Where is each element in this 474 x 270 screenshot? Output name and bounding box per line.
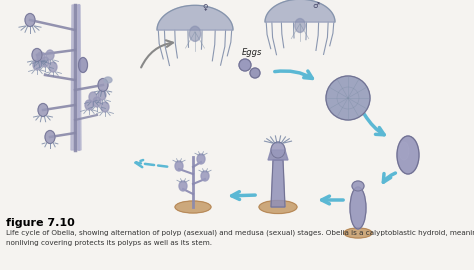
- Ellipse shape: [201, 171, 209, 181]
- Ellipse shape: [25, 14, 35, 26]
- Ellipse shape: [98, 79, 108, 92]
- Ellipse shape: [259, 201, 297, 214]
- Text: nonliving covering protects its polyps as well as its stem.: nonliving covering protects its polyps a…: [6, 240, 212, 246]
- Ellipse shape: [399, 142, 409, 160]
- Text: ♀: ♀: [202, 3, 208, 12]
- Ellipse shape: [397, 136, 419, 174]
- Ellipse shape: [271, 142, 285, 158]
- Ellipse shape: [46, 50, 54, 60]
- Ellipse shape: [85, 100, 93, 110]
- Polygon shape: [271, 160, 285, 207]
- Text: figure 7.10: figure 7.10: [6, 218, 75, 228]
- Ellipse shape: [49, 62, 57, 72]
- Ellipse shape: [352, 181, 364, 191]
- Ellipse shape: [197, 154, 205, 164]
- Ellipse shape: [189, 26, 201, 41]
- Ellipse shape: [101, 102, 109, 112]
- Ellipse shape: [98, 90, 106, 100]
- Text: Eggs: Eggs: [242, 48, 262, 57]
- Ellipse shape: [41, 57, 49, 67]
- Circle shape: [239, 59, 251, 71]
- Polygon shape: [157, 5, 233, 30]
- Ellipse shape: [350, 187, 366, 229]
- Ellipse shape: [32, 49, 42, 62]
- Polygon shape: [71, 5, 81, 150]
- Ellipse shape: [179, 181, 187, 191]
- Circle shape: [250, 68, 260, 78]
- Text: Life cycle of Obelia, showing alternation of polyp (asexual) and medusa (sexual): Life cycle of Obelia, showing alternatio…: [6, 230, 474, 237]
- Ellipse shape: [38, 103, 48, 116]
- Text: ♂: ♂: [312, 1, 319, 10]
- Ellipse shape: [37, 52, 45, 62]
- Circle shape: [326, 76, 370, 120]
- Ellipse shape: [104, 77, 112, 83]
- Ellipse shape: [344, 228, 372, 238]
- Ellipse shape: [89, 92, 97, 102]
- Polygon shape: [268, 150, 288, 160]
- Ellipse shape: [175, 161, 183, 171]
- Ellipse shape: [33, 60, 41, 70]
- Ellipse shape: [45, 130, 55, 143]
- Ellipse shape: [175, 201, 211, 213]
- Ellipse shape: [295, 19, 305, 32]
- Polygon shape: [265, 0, 335, 22]
- Ellipse shape: [93, 97, 101, 107]
- Ellipse shape: [79, 58, 88, 73]
